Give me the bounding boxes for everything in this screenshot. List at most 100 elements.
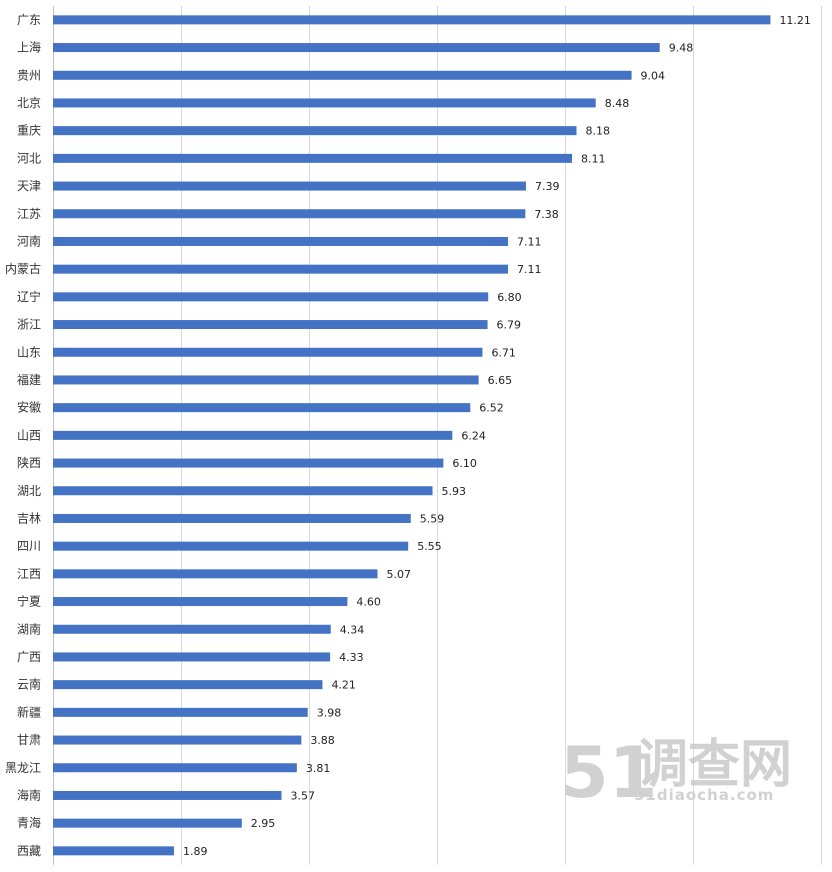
bar xyxy=(53,541,409,551)
bar xyxy=(53,236,509,246)
bar xyxy=(53,624,331,634)
category-label: 浙江 xyxy=(17,318,41,332)
category-label: 陕西 xyxy=(17,455,41,470)
category-label: 天津 xyxy=(17,179,41,193)
category-label: 海南 xyxy=(17,787,41,802)
bar xyxy=(53,209,526,219)
bar xyxy=(53,264,509,274)
watermark-logo-number: 51 xyxy=(560,732,657,814)
bar xyxy=(53,680,323,690)
bar xyxy=(53,707,308,717)
category-label: 重庆 xyxy=(17,124,41,138)
category-label: 吉林 xyxy=(17,511,41,525)
value-label: 6.52 xyxy=(479,402,504,415)
category-label: 湖南 xyxy=(17,621,41,636)
bar xyxy=(53,735,302,745)
value-label: 6.79 xyxy=(497,319,522,332)
category-label: 辽宁 xyxy=(17,289,41,304)
value-label: 7.39 xyxy=(535,180,560,193)
bar xyxy=(53,153,573,163)
value-label: 6.10 xyxy=(452,457,477,470)
watermark: 51 调查网 51diaocha.com xyxy=(560,732,792,814)
value-label: 9.48 xyxy=(669,42,694,55)
category-label: 青海 xyxy=(17,815,41,830)
bar xyxy=(53,292,489,302)
bar xyxy=(53,569,378,579)
category-label: 江苏 xyxy=(17,207,41,221)
bar xyxy=(53,846,174,856)
bar xyxy=(53,597,348,607)
bar xyxy=(53,375,479,385)
value-label: 6.24 xyxy=(461,429,486,442)
bar xyxy=(53,513,411,523)
category-label: 广东 xyxy=(17,13,41,27)
category-label: 西藏 xyxy=(17,844,41,858)
value-label: 5.07 xyxy=(386,568,411,581)
category-label: 甘肃 xyxy=(17,733,41,747)
value-label: 6.65 xyxy=(488,374,512,387)
bar xyxy=(53,430,453,440)
bar xyxy=(53,403,471,413)
bar xyxy=(53,43,660,53)
category-label: 新疆 xyxy=(17,704,41,719)
value-label: 9.04 xyxy=(641,69,666,82)
bar xyxy=(53,486,433,496)
value-label: 7.11 xyxy=(517,263,542,276)
bar xyxy=(53,790,282,800)
value-label: 6.71 xyxy=(491,346,516,359)
bar xyxy=(53,70,632,80)
category-label: 河南 xyxy=(17,233,41,248)
category-label: 云南 xyxy=(17,677,41,692)
category-label: 黑龙江 xyxy=(5,761,41,775)
value-label: 2.95 xyxy=(251,817,275,830)
value-label: 3.57 xyxy=(290,789,315,802)
watermark-logo-text: 调查网 xyxy=(636,735,792,795)
bars xyxy=(53,15,771,856)
bar xyxy=(53,320,488,330)
value-label: 4.21 xyxy=(331,679,356,692)
value-label: 6.80 xyxy=(497,291,522,304)
category-label: 福建 xyxy=(17,372,41,387)
value-label: 11.21 xyxy=(779,14,811,27)
value-label: 8.18 xyxy=(586,125,611,138)
category-label: 山东 xyxy=(17,345,41,359)
bar xyxy=(53,126,577,136)
category-label: 上海 xyxy=(17,40,41,55)
category-labels: 广东上海贵州北京重庆河北天津江苏河南内蒙古辽宁浙江山东福建安徽山西陕西湖北吉林四… xyxy=(5,13,41,858)
bar xyxy=(53,763,297,773)
bar xyxy=(53,347,483,357)
value-label: 3.98 xyxy=(317,706,342,719)
value-label: 8.48 xyxy=(605,97,630,110)
category-label: 内蒙古 xyxy=(5,261,41,276)
category-label: 安徽 xyxy=(17,400,41,415)
category-label: 北京 xyxy=(17,96,41,110)
category-label: 河北 xyxy=(17,151,41,165)
value-label: 3.88 xyxy=(310,734,335,747)
watermark-url: 51diaocha.com xyxy=(634,786,774,804)
bar xyxy=(53,181,526,191)
category-label: 湖北 xyxy=(17,483,41,498)
value-label: 8.11 xyxy=(581,152,606,165)
value-label: 4.60 xyxy=(356,596,381,609)
value-label: 4.34 xyxy=(340,623,365,636)
category-label: 四川 xyxy=(17,539,41,553)
value-label: 5.55 xyxy=(417,540,442,553)
bar xyxy=(53,818,242,828)
bar xyxy=(53,98,596,108)
category-label: 贵州 xyxy=(17,68,41,82)
bar xyxy=(53,652,331,662)
category-label: 广西 xyxy=(17,650,41,664)
value-label: 7.11 xyxy=(517,235,542,248)
bar xyxy=(53,458,444,468)
value-labels: 11.21 9.48 9.04 8.48 8.18 8.11 7.39 7.38 7.11 7.1… xyxy=(183,14,811,858)
value-label: 5.59 xyxy=(420,512,445,525)
value-label: 5.93 xyxy=(442,485,467,498)
category-label: 山西 xyxy=(17,428,41,442)
value-label: 3.81 xyxy=(306,762,331,775)
category-label: 江西 xyxy=(17,567,41,581)
value-label: 1.89 xyxy=(183,845,208,858)
category-label: 宁夏 xyxy=(17,594,41,609)
value-label: 7.38 xyxy=(534,208,559,221)
value-label: 4.33 xyxy=(339,651,364,664)
